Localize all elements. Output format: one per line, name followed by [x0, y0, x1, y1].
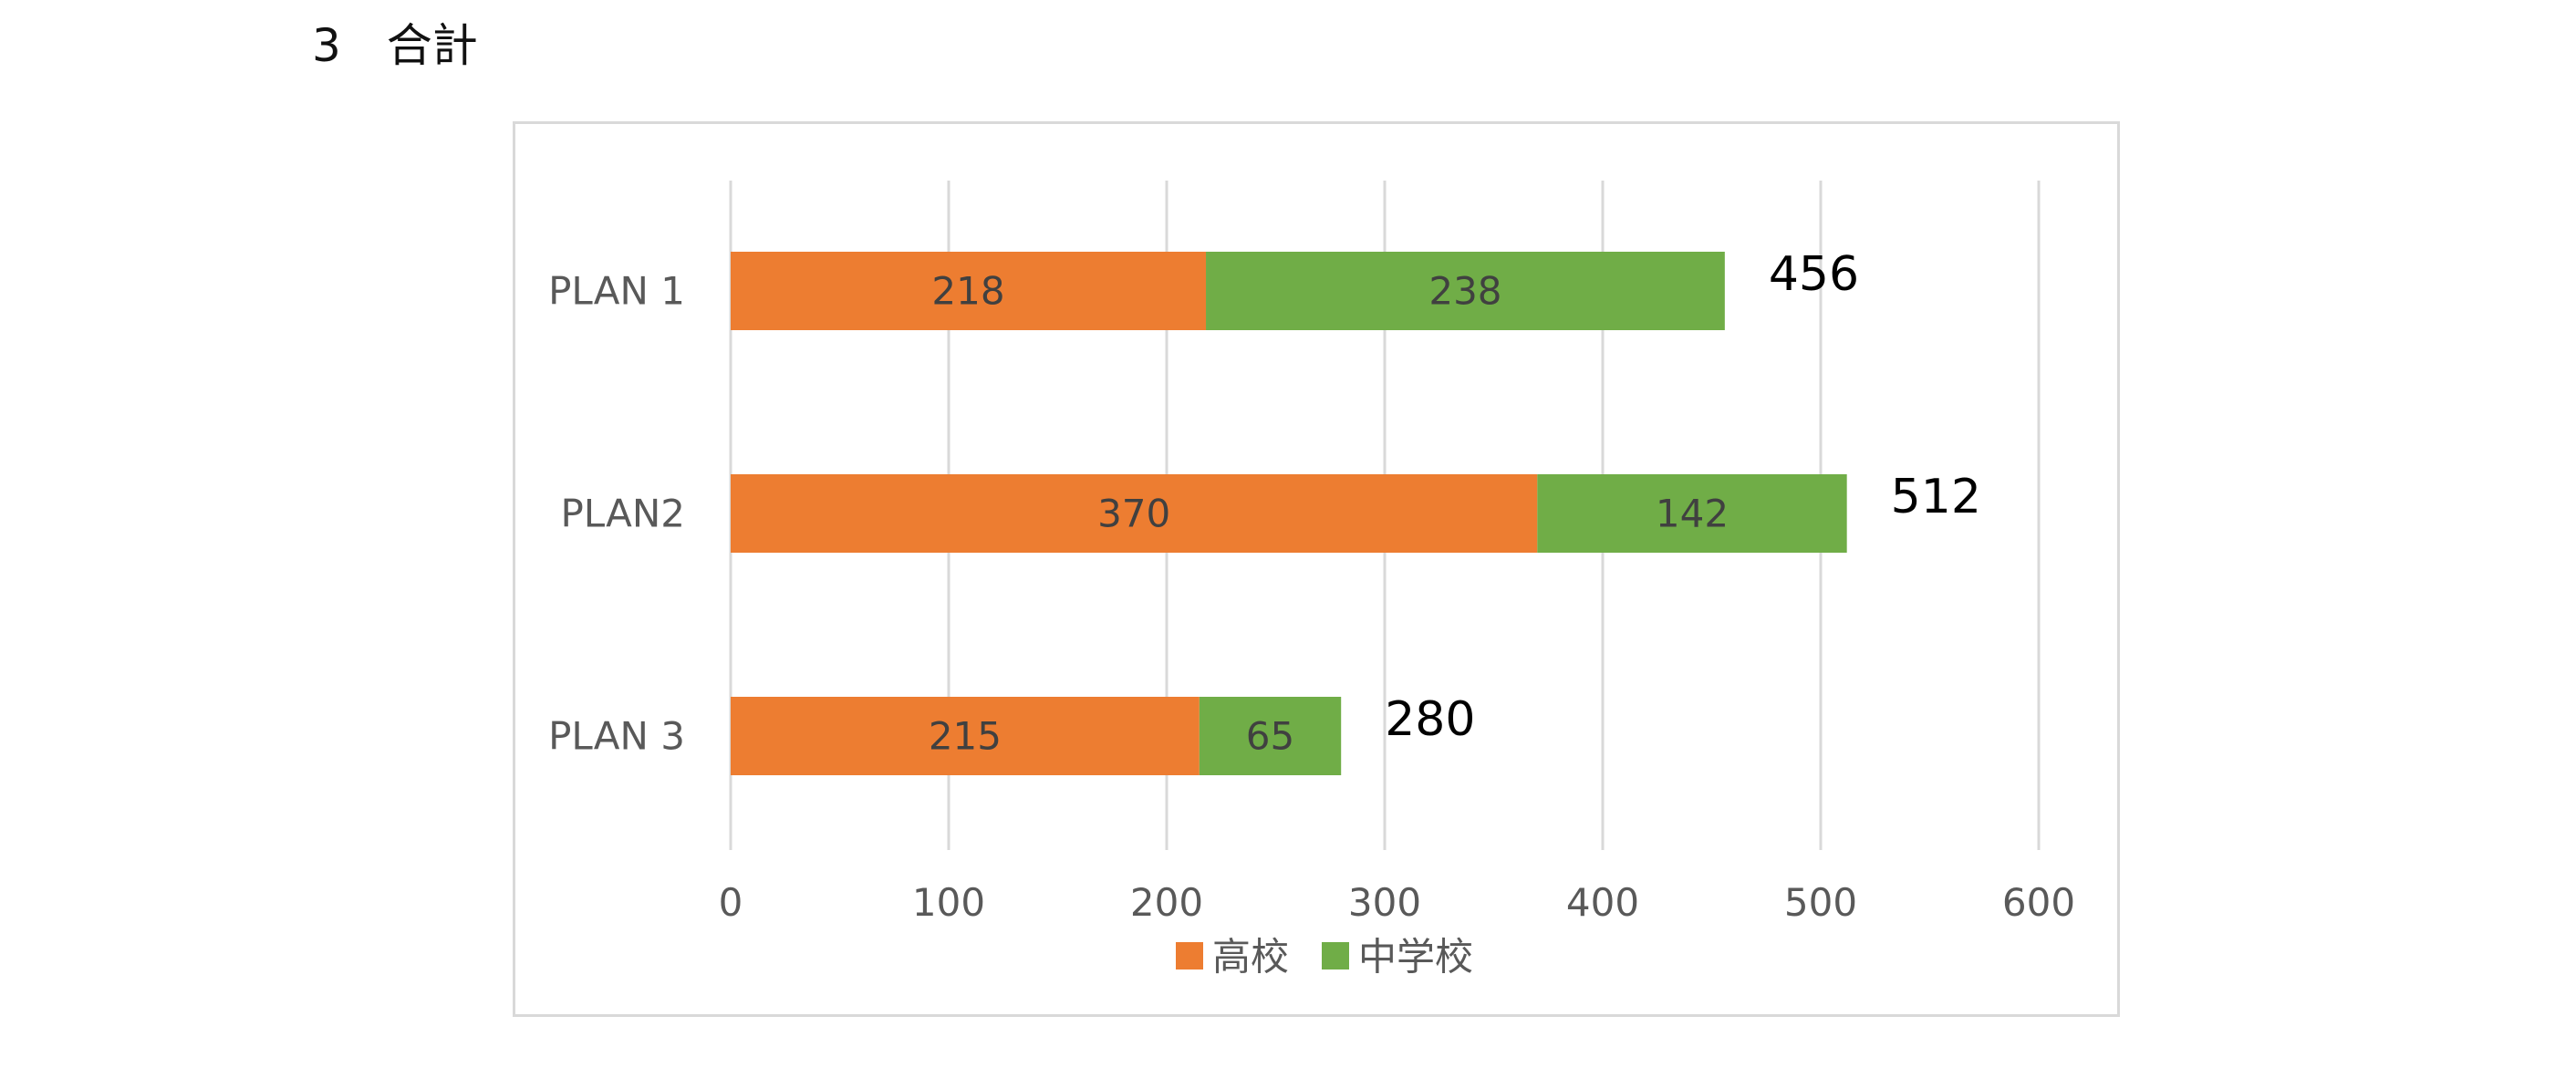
- bar-segment: [731, 252, 1207, 330]
- segment-value-label: 215: [929, 714, 1002, 759]
- category-label: PLAN2: [560, 492, 685, 536]
- legend-label: 中学校: [1358, 935, 1473, 980]
- bars: [731, 252, 1847, 775]
- category-label: PLAN 1: [548, 269, 685, 314]
- segment-value-label: 218: [931, 269, 1004, 314]
- bar-segment: [1206, 252, 1725, 330]
- total-label: 280: [1385, 692, 1475, 747]
- total-label: 512: [1891, 470, 1981, 524]
- segment-value-label: 142: [1656, 492, 1729, 536]
- bar-segment: [1537, 474, 1847, 553]
- chart-area: 0 100 200 300 400 500 600 PLAN 1 218 238 456 PLAN2 3…: [513, 121, 2120, 1017]
- x-tick-label: 500: [1784, 880, 1857, 925]
- legend-swatch: [1176, 942, 1203, 969]
- x-tick-label: 600: [2002, 880, 2075, 925]
- segment-value-label: 65: [1246, 714, 1294, 759]
- segment-value-label: 238: [1428, 269, 1501, 314]
- total-label: 456: [1769, 247, 1859, 302]
- section-heading: 3 合計: [312, 19, 478, 72]
- stacked-bar-chart: 0 100 200 300 400 500 600 PLAN 1 218 238 456 PLAN2 3…: [548, 181, 2075, 980]
- bar-segment: [1199, 697, 1342, 775]
- bar-segment: [731, 697, 1200, 775]
- bar-segment: [731, 474, 1538, 553]
- labels: 0 100 200 300 400 500 600 PLAN 1 218 238 456 PLAN2 3…: [548, 247, 2075, 925]
- segment-value-label: 370: [1097, 492, 1170, 536]
- x-tick-label: 0: [719, 880, 743, 925]
- x-tick-label: 300: [1348, 880, 1421, 925]
- x-tick-label: 400: [1566, 880, 1639, 925]
- legend: 高校 中学校: [1176, 935, 1473, 980]
- category-label: PLAN 3: [548, 714, 685, 759]
- legend-swatch: [1322, 942, 1349, 969]
- legend-label: 高校: [1212, 935, 1289, 980]
- x-tick-label: 100: [912, 880, 985, 925]
- x-tick-label: 200: [1130, 880, 1203, 925]
